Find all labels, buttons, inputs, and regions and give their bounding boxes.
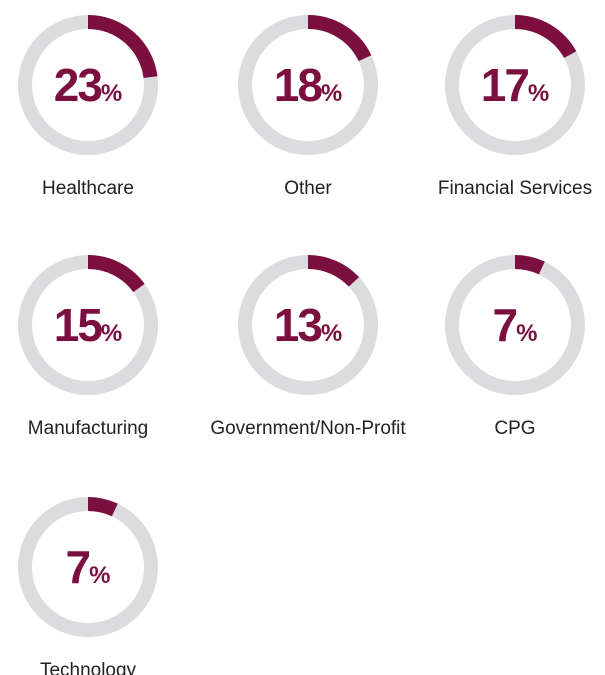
donut: 18% Other — [238, 15, 378, 199]
value-label: 15% — [54, 299, 123, 351]
donut: 7% CPG — [445, 255, 585, 439]
value-label: 23% — [54, 59, 123, 111]
value-unit: % — [101, 80, 122, 107]
category-label: Healthcare — [42, 178, 134, 199]
value-label: 18% — [274, 59, 343, 111]
donut-arc — [87, 15, 158, 79]
donut: 17% Financial Services — [438, 15, 592, 199]
donut-arc — [514, 255, 545, 275]
category-label: Other — [284, 178, 332, 199]
category-label: Financial Services — [438, 178, 592, 199]
value-unit: % — [516, 320, 537, 347]
value-unit: % — [321, 320, 342, 347]
donut: 15% Manufacturing — [18, 255, 158, 439]
value-number: 7 — [493, 299, 517, 351]
value-unit: % — [321, 80, 342, 107]
donut-arc — [87, 497, 118, 517]
category-label: Technology — [40, 660, 137, 675]
value-number: 15 — [54, 299, 103, 351]
donut-arc — [307, 15, 372, 62]
value-number: 17 — [481, 59, 529, 111]
donut: 7% Technology — [18, 497, 158, 675]
donut-arc — [307, 255, 360, 287]
donut-arc — [514, 15, 577, 59]
value-label: 13% — [274, 299, 343, 351]
value-label: 17% — [481, 59, 550, 111]
value-label: 7% — [493, 299, 538, 351]
donut: 13% Government/Non-Profit — [210, 255, 406, 439]
value-number: 13 — [274, 299, 322, 351]
value-unit: % — [528, 80, 549, 107]
value-number: 18 — [274, 59, 323, 111]
category-label: Government/Non-Profit — [210, 418, 406, 439]
value-label: 7% — [66, 541, 111, 593]
category-label: CPG — [494, 418, 535, 439]
value-unit: % — [89, 562, 110, 589]
value-unit: % — [101, 320, 122, 347]
donut-arc — [87, 255, 145, 293]
value-number: 23 — [54, 59, 102, 111]
donut: 23% Healthcare — [18, 15, 158, 199]
category-label: Manufacturing — [28, 418, 148, 439]
value-number: 7 — [66, 541, 90, 593]
